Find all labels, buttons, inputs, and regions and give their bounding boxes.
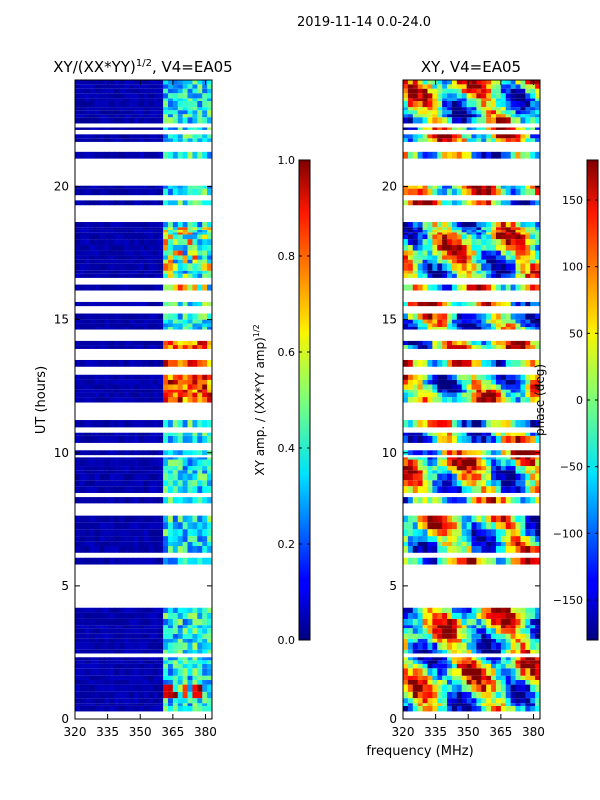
x-tick-label: 365 [161,725,184,739]
right-panel-title: XY, V4=EA05 [421,58,521,76]
amplitude-colorbar-label-exponent: 1/2 [252,324,261,337]
y-tick-label: 0 [389,712,397,726]
phase-colorbar-ticks: 150 100 50 0 −50 −100 −150 [553,194,598,607]
colorbar-tick-label: 1.0 [278,154,296,167]
colorbar-tick-label: 100 [562,261,583,274]
colorbar-tick-label: 150 [562,194,583,207]
left-title-suffix: , V4=EA05 [152,58,233,76]
x-tick-label: 380 [522,725,545,739]
amplitude-colorbar-label-main: XY amp. / (XX*YY amp) [253,337,267,475]
amplitude-colorbar-ticks: 0.0 0.2 0.4 0.6 0.8 1.0 [278,154,310,647]
y-tick-label: 20 [54,180,69,194]
colorbar-tick-label: 0.6 [278,346,296,359]
left-title-main: XY/(XX*YY) [53,58,136,76]
shared-xlabel: frequency (MHz) [366,744,473,759]
amplitude-colorbar-label: XY amp. / (XX*YY amp)1/2 [252,324,267,475]
y-tick-label: 10 [54,446,69,460]
left-ylabel: UT (hours) [34,366,49,434]
colorbar-tick-label: −150 [553,594,583,607]
y-tick-label: 15 [382,313,397,327]
colorbar-tick-label: 0.2 [278,538,296,551]
colorbar-tick-label: 0.8 [278,250,296,263]
x-tick-label: 350 [129,725,152,739]
x-tick-label: 350 [457,725,480,739]
colorbar-tick-label: 0.4 [278,442,296,455]
left-axes-frame [74,79,213,720]
left-panel-title: XY/(XX*YY)1/2, V4=EA05 [53,58,232,76]
right-phase-heatmap [403,80,540,712]
x-tick-label: 365 [489,725,512,739]
phase-colorbar-label: phase (deg) [533,364,547,436]
y-tick-label: 5 [389,579,397,593]
y-tick-label: 0 [61,712,69,726]
y-tick-label: 5 [61,579,69,593]
left-axis-ticks: 320 335 350 365 380 0 5 10 15 20 [54,80,217,739]
y-tick-label: 10 [382,446,397,460]
colorbar-tick-label: 0.0 [278,634,296,647]
colorbar-tick-label: −100 [553,527,583,540]
x-tick-label: 335 [424,725,447,739]
figure-suptitle: 2019-11-14 0.0-24.0 [297,15,431,30]
y-tick-label: 15 [54,313,69,327]
colorbar-tick-label: 0 [576,394,583,407]
left-amplitude-heatmap [75,80,212,712]
colorbar-tick-label: −50 [560,461,583,474]
x-tick-label: 320 [64,725,87,739]
left-title-exponent: 1/2 [136,58,152,69]
x-tick-label: 320 [392,725,415,739]
x-tick-label: 380 [194,725,217,739]
amplitude-colorbar [298,159,311,641]
y-tick-label: 20 [382,180,397,194]
right-axis-ticks: 320 335 350 365 380 0 5 10 15 20 [382,80,545,739]
right-axes-frame [402,79,541,720]
colorbar-tick-label: 50 [569,327,583,340]
x-tick-label: 335 [96,725,119,739]
